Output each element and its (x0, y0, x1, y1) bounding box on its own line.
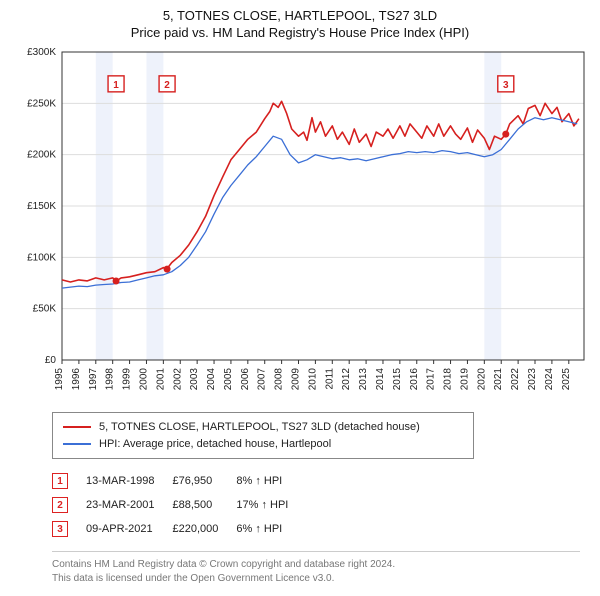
svg-text:£250K: £250K (27, 98, 56, 109)
svg-text:2024: 2024 (544, 368, 555, 391)
svg-text:2012: 2012 (341, 368, 352, 391)
svg-text:2008: 2008 (274, 368, 285, 391)
svg-text:£100K: £100K (27, 252, 56, 263)
svg-text:£300K: £300K (27, 47, 56, 58)
line-chart-svg: £0 £50K £100K £150K £200K £250K £300K 1995 1996 1… (10, 46, 590, 406)
marker-row: 2 23-MAR-2001£88,50017% ↑ HPI (52, 493, 306, 517)
marker-date: 09-APR-2021 (86, 517, 172, 541)
svg-text:3: 3 (503, 80, 509, 91)
svg-text:1999: 1999 (122, 368, 133, 391)
footnote-line-1: Contains HM Land Registry data © Crown c… (52, 558, 580, 572)
svg-text:2009: 2009 (291, 368, 302, 391)
svg-text:2004: 2004 (206, 368, 217, 391)
svg-text:2018: 2018 (443, 368, 454, 391)
svg-text:1: 1 (113, 80, 119, 91)
chart-area: £0 £50K £100K £150K £200K £250K £300K 1995 1996 1… (10, 46, 590, 406)
svg-text:£50K: £50K (33, 304, 57, 315)
marker-date: 23-MAR-2001 (86, 493, 172, 517)
svg-text:2002: 2002 (172, 368, 183, 391)
svg-text:1996: 1996 (71, 368, 82, 391)
svg-text:2005: 2005 (223, 368, 234, 391)
svg-text:2003: 2003 (189, 368, 200, 391)
svg-text:2010: 2010 (307, 368, 318, 391)
marker-pct: 6% ↑ HPI (236, 517, 306, 541)
legend-row-series1: 5, TOTNES CLOSE, HARTLEPOOL, TS27 3LD (d… (63, 419, 463, 436)
chart-title: 5, TOTNES CLOSE, HARTLEPOOL, TS27 3LD (10, 8, 590, 23)
marker-date: 13-MAR-1998 (86, 469, 172, 493)
svg-text:2017: 2017 (426, 368, 437, 391)
svg-text:2007: 2007 (257, 368, 268, 391)
svg-text:1995: 1995 (54, 368, 65, 391)
marker-price: £220,000 (172, 517, 236, 541)
svg-text:2: 2 (164, 80, 170, 91)
svg-text:2001: 2001 (155, 368, 166, 391)
svg-text:2019: 2019 (459, 368, 470, 391)
legend-label-1: 5, TOTNES CLOSE, HARTLEPOOL, TS27 3LD (d… (99, 419, 420, 436)
svg-text:2016: 2016 (409, 368, 420, 391)
svg-text:2011: 2011 (324, 368, 335, 390)
chart-subtitle: Price paid vs. HM Land Registry's House … (10, 25, 590, 40)
marker-badge: 3 (52, 521, 68, 537)
svg-text:2000: 2000 (138, 368, 149, 391)
legend-swatch-1 (63, 426, 91, 428)
svg-text:2021: 2021 (493, 368, 504, 391)
marker-badge: 1 (52, 473, 68, 489)
marker-badge: 2 (52, 497, 68, 513)
legend-row-series2: HPI: Average price, detached house, Hart… (63, 436, 463, 453)
svg-text:2006: 2006 (240, 368, 251, 391)
chart-container: 5, TOTNES CLOSE, HARTLEPOOL, TS27 3LD Pr… (0, 0, 600, 596)
svg-text:2022: 2022 (510, 368, 521, 391)
footnote-line-2: This data is licensed under the Open Gov… (52, 572, 580, 586)
svg-text:2023: 2023 (527, 368, 538, 391)
legend-label-2: HPI: Average price, detached house, Hart… (99, 436, 331, 453)
svg-text:£150K: £150K (27, 201, 56, 212)
marker-price: £88,500 (172, 493, 236, 517)
svg-text:£0: £0 (45, 355, 57, 366)
marker-row: 3 09-APR-2021£220,0006% ↑ HPI (52, 517, 306, 541)
svg-text:1998: 1998 (105, 368, 116, 391)
marker-pct: 8% ↑ HPI (236, 469, 306, 493)
svg-text:2020: 2020 (476, 368, 487, 391)
marker-price: £76,950 (172, 469, 236, 493)
svg-text:2015: 2015 (392, 368, 403, 391)
markers-table: 1 13-MAR-1998£76,9508% ↑ HPI 2 23-MAR-2001£… (52, 469, 306, 541)
svg-text:1997: 1997 (88, 368, 99, 391)
svg-text:2013: 2013 (358, 368, 369, 391)
marker-row: 1 13-MAR-1998£76,9508% ↑ HPI (52, 469, 306, 493)
svg-text:£200K: £200K (27, 150, 56, 161)
marker-pct: 17% ↑ HPI (236, 493, 306, 517)
svg-text:2025: 2025 (561, 368, 572, 391)
svg-text:2014: 2014 (375, 368, 386, 391)
footnote: Contains HM Land Registry data © Crown c… (52, 551, 580, 586)
legend: 5, TOTNES CLOSE, HARTLEPOOL, TS27 3LD (d… (52, 412, 474, 459)
legend-swatch-2 (63, 443, 91, 445)
